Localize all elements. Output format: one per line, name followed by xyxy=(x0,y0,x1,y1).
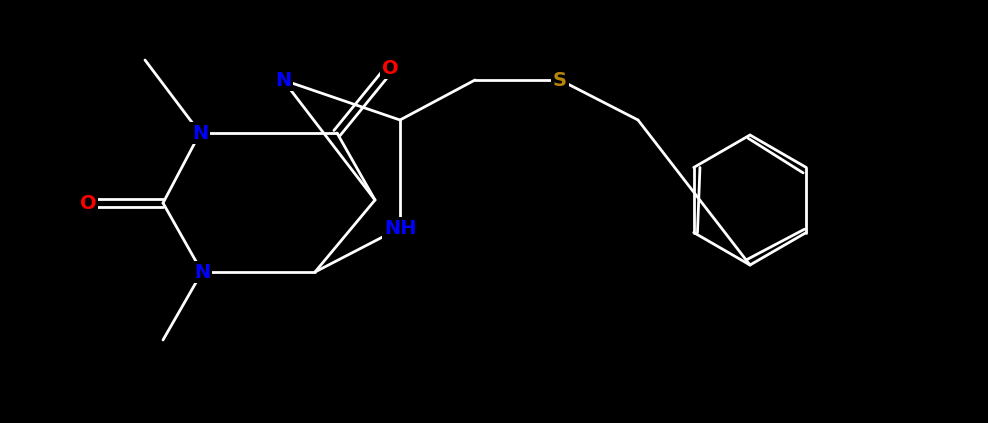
Text: N: N xyxy=(194,263,210,281)
Text: O: O xyxy=(80,193,96,212)
Text: S: S xyxy=(553,71,567,90)
Text: N: N xyxy=(192,124,208,143)
Text: N: N xyxy=(275,71,291,90)
Text: O: O xyxy=(381,58,398,77)
Text: NH: NH xyxy=(383,219,416,237)
